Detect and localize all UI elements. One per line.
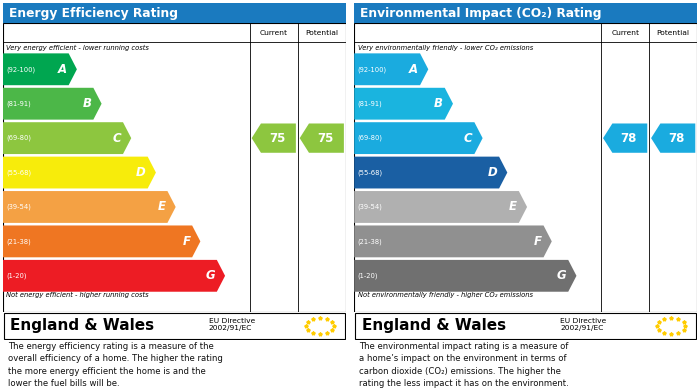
Polygon shape xyxy=(3,226,200,257)
Text: 78: 78 xyxy=(668,132,685,145)
Polygon shape xyxy=(354,226,552,257)
Text: A: A xyxy=(410,63,419,76)
Text: England & Wales: England & Wales xyxy=(10,318,155,333)
Text: G: G xyxy=(557,269,566,282)
Text: Potential: Potential xyxy=(657,30,689,36)
Text: EU Directive
2002/91/EC: EU Directive 2002/91/EC xyxy=(560,318,606,331)
Text: (39-54): (39-54) xyxy=(6,204,31,210)
Polygon shape xyxy=(3,191,176,223)
Text: Not environmentally friendly - higher CO₂ emissions: Not environmentally friendly - higher CO… xyxy=(358,292,533,298)
Polygon shape xyxy=(354,191,527,223)
Text: (21-38): (21-38) xyxy=(358,238,382,245)
Polygon shape xyxy=(252,124,296,153)
Text: C: C xyxy=(113,132,121,145)
Text: (1-20): (1-20) xyxy=(358,273,378,279)
Polygon shape xyxy=(354,88,453,120)
Text: (55-68): (55-68) xyxy=(6,169,32,176)
Text: (81-91): (81-91) xyxy=(6,100,31,107)
Polygon shape xyxy=(3,260,225,292)
Text: E: E xyxy=(158,201,166,213)
Text: Very environmentally friendly - lower CO₂ emissions: Very environmentally friendly - lower CO… xyxy=(358,45,533,51)
Text: The environmental impact rating is a measure of
a home’s impact on the environme: The environmental impact rating is a mea… xyxy=(359,342,569,388)
Text: E: E xyxy=(509,201,517,213)
Text: (21-38): (21-38) xyxy=(6,238,31,245)
Text: D: D xyxy=(136,166,146,179)
Polygon shape xyxy=(354,53,428,85)
Polygon shape xyxy=(3,88,101,120)
Polygon shape xyxy=(651,124,695,153)
Text: D: D xyxy=(488,166,498,179)
Text: Energy Efficiency Rating: Energy Efficiency Rating xyxy=(9,7,178,20)
Text: C: C xyxy=(464,132,473,145)
Polygon shape xyxy=(354,260,577,292)
Text: F: F xyxy=(183,235,190,248)
Text: (39-54): (39-54) xyxy=(358,204,382,210)
Text: (1-20): (1-20) xyxy=(6,273,27,279)
Polygon shape xyxy=(354,122,482,154)
Polygon shape xyxy=(3,53,77,85)
Polygon shape xyxy=(603,124,648,153)
Text: Potential: Potential xyxy=(305,30,338,36)
Text: F: F xyxy=(534,235,542,248)
Polygon shape xyxy=(3,122,131,154)
Text: (81-91): (81-91) xyxy=(358,100,382,107)
Text: 75: 75 xyxy=(317,132,333,145)
Text: The energy efficiency rating is a measure of the
overall efficiency of a home. T: The energy efficiency rating is a measur… xyxy=(8,342,223,388)
Text: B: B xyxy=(434,97,443,110)
Text: England & Wales: England & Wales xyxy=(362,318,506,333)
Text: EU Directive
2002/91/EC: EU Directive 2002/91/EC xyxy=(209,318,255,331)
Text: 75: 75 xyxy=(269,132,286,145)
Text: Not energy efficient - higher running costs: Not energy efficient - higher running co… xyxy=(6,292,149,298)
Text: (55-68): (55-68) xyxy=(358,169,383,176)
Text: G: G xyxy=(206,269,215,282)
Text: Current: Current xyxy=(260,30,288,36)
Text: Environmental Impact (CO₂) Rating: Environmental Impact (CO₂) Rating xyxy=(360,7,602,20)
Polygon shape xyxy=(300,124,344,153)
Text: A: A xyxy=(58,63,67,76)
Polygon shape xyxy=(3,157,156,188)
Text: (69-80): (69-80) xyxy=(6,135,32,142)
Text: (92-100): (92-100) xyxy=(6,66,36,73)
Text: (92-100): (92-100) xyxy=(358,66,387,73)
Polygon shape xyxy=(354,157,508,188)
Text: (69-80): (69-80) xyxy=(358,135,383,142)
Text: Current: Current xyxy=(611,30,639,36)
Text: 78: 78 xyxy=(620,132,637,145)
Text: Very energy efficient - lower running costs: Very energy efficient - lower running co… xyxy=(6,45,149,51)
Text: B: B xyxy=(83,97,92,110)
